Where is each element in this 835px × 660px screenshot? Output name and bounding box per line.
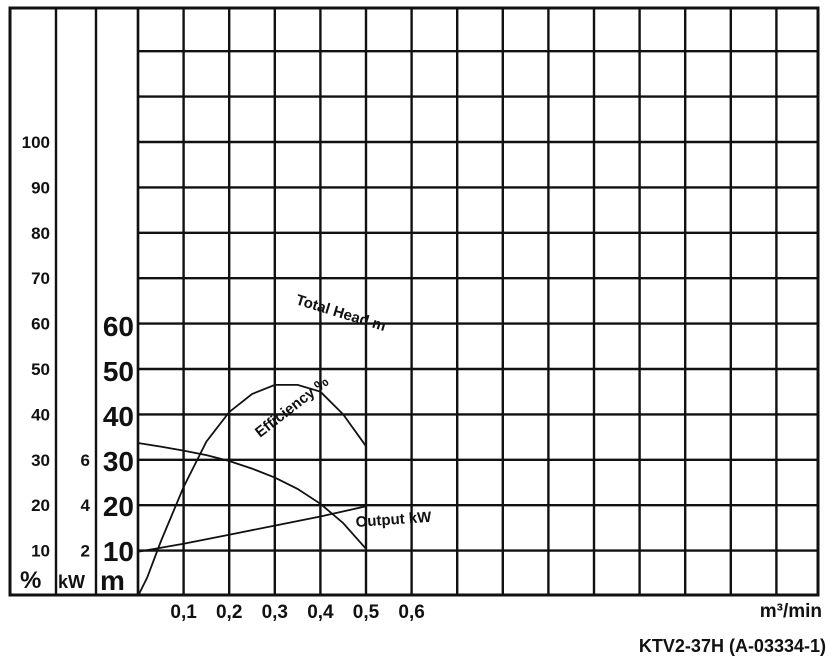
- output-tick-label: 2: [81, 542, 90, 561]
- x-unit-label: m³/min: [760, 601, 822, 622]
- efficiency-tick-label: 40: [31, 405, 50, 424]
- series-line-output: [137, 505, 367, 553]
- head-tick-label: 40: [103, 401, 134, 432]
- tick-labels: 0,1 0,2 0,3 0,4 0,5 0,6 10 20 30 40 50 60 10 20 30 40 50…: [22, 133, 425, 623]
- series-line-efficiency: [137, 384, 367, 597]
- x-tick-label: 0,5: [353, 602, 380, 623]
- efficiency-tick-label: 50: [31, 360, 50, 379]
- efficiency-tick-label: 60: [31, 315, 50, 334]
- head-tick-label: 20: [103, 491, 134, 522]
- plot-frame: [8, 6, 820, 597]
- output-tick-label: 6: [81, 451, 90, 470]
- efficiency-unit-label: %: [20, 567, 41, 594]
- efficiency-tick-label: 80: [31, 224, 50, 243]
- series-line-head: [137, 442, 367, 550]
- efficiency-tick-label: 10: [31, 542, 50, 561]
- series-label-output: Output kW: [355, 509, 433, 531]
- efficiency-tick-label: 100: [22, 133, 50, 152]
- series-label-total-head: Total Head m: [294, 292, 388, 335]
- efficiency-tick-label: 70: [31, 269, 50, 288]
- head-tick-label: 10: [103, 536, 134, 567]
- efficiency-tick-label: 90: [31, 178, 50, 197]
- head-tick-label: 50: [103, 356, 134, 387]
- x-tick-label: 0,3: [262, 602, 288, 623]
- output-tick-label: 4: [81, 496, 91, 515]
- head-tick-label: 60: [103, 311, 134, 342]
- chart-title: KTV2-37H (A-03334-1): [639, 636, 826, 656]
- x-tick-label: 0,1: [170, 602, 197, 623]
- x-tick-label: 0,2: [216, 602, 242, 623]
- output-unit-label: kW: [58, 572, 85, 592]
- head-unit-label: m: [100, 565, 125, 596]
- chart-grid: [54, 8, 818, 596]
- x-tick-label: 0,6: [398, 602, 424, 623]
- x-tick-label: 0,4: [307, 602, 334, 623]
- efficiency-tick-label: 20: [31, 496, 50, 515]
- efficiency-tick-label: 30: [31, 451, 50, 470]
- head-tick-label: 30: [103, 446, 134, 477]
- curves: [137, 384, 367, 597]
